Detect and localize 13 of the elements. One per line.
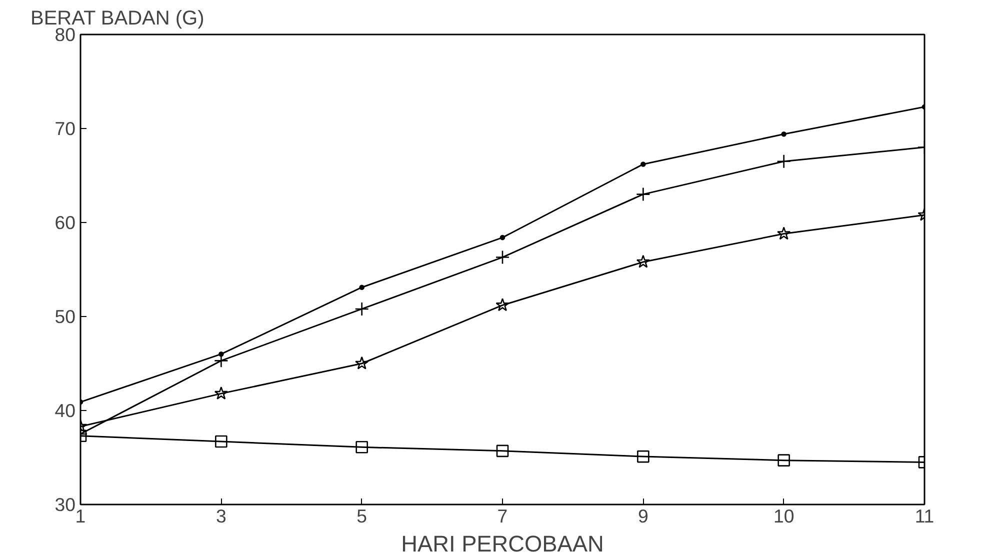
x-tick-label: 1 (75, 506, 86, 526)
x-tick-label: 7 (497, 506, 508, 526)
x-tick-label: 11 (914, 506, 934, 526)
y-tick-label: 40 (54, 400, 76, 421)
x-tick-label: 9 (638, 506, 648, 526)
x-axis-title: HARI PERCOBAAN (401, 530, 604, 556)
y-tick-label: 70 (54, 118, 76, 139)
x-tick-label: 3 (216, 506, 226, 526)
y-tick-label: 60 (54, 212, 76, 233)
y-tick-label: 30 (54, 494, 76, 515)
x-tick-label: 5 (356, 506, 368, 526)
y-tick-label: 50 (54, 306, 76, 327)
x-tick-label: 10 (773, 506, 794, 526)
